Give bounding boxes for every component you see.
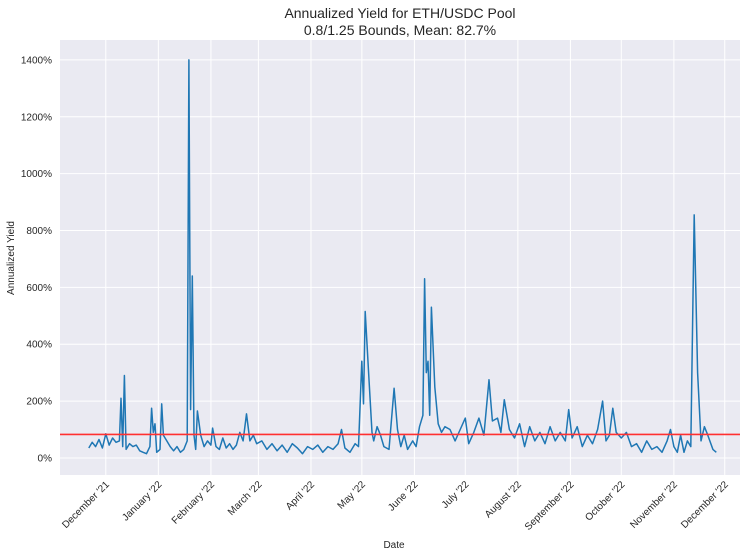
y-tick-label: 1200% xyxy=(21,112,52,123)
x-tick-label: January '22 xyxy=(120,479,164,523)
y-tick-labels: 0% 200% 400% 600% 800% 1000% 1200% 1400% xyxy=(21,55,52,464)
chart-title: Annualized Yield for ETH/USDC Pool xyxy=(284,5,515,21)
x-tick-label: May '22 xyxy=(336,479,369,512)
plot-background xyxy=(60,40,740,475)
y-tick-label: 600% xyxy=(26,283,52,294)
x-tick-label: October '22 xyxy=(583,479,627,523)
x-axis-label: Date xyxy=(383,540,405,551)
y-tick-label: 200% xyxy=(26,397,52,408)
y-tick-label: 400% xyxy=(26,340,52,351)
x-tick-label: November '22 xyxy=(628,479,680,531)
x-tick-label: August '22 xyxy=(483,479,524,520)
y-axis-label: Annualized Yield xyxy=(6,221,17,295)
x-tick-label: December '22 xyxy=(679,479,731,531)
grid-lines xyxy=(60,40,740,475)
x-tick-label: April '22 xyxy=(284,479,317,512)
y-tick-label: 800% xyxy=(26,226,52,237)
y-tick-label: 1000% xyxy=(21,169,52,180)
y-tick-label: 1400% xyxy=(21,55,52,66)
x-tick-label: December '21 xyxy=(60,479,112,531)
series-line-annualized-yield xyxy=(88,59,717,455)
y-tick-label: 0% xyxy=(38,453,53,464)
x-tick-label: June '22 xyxy=(386,479,421,514)
x-tick-labels: December '21 January '22 February '22 March… xyxy=(60,479,731,533)
x-tick-label: September '22 xyxy=(523,479,577,533)
x-tick-label: July '22 xyxy=(440,479,472,511)
x-tick-label: March '22 xyxy=(226,479,265,518)
chart-subtitle: 0.8/1.25 Bounds, Mean: 82.7% xyxy=(304,22,496,38)
x-tick-label: February '22 xyxy=(170,479,218,527)
